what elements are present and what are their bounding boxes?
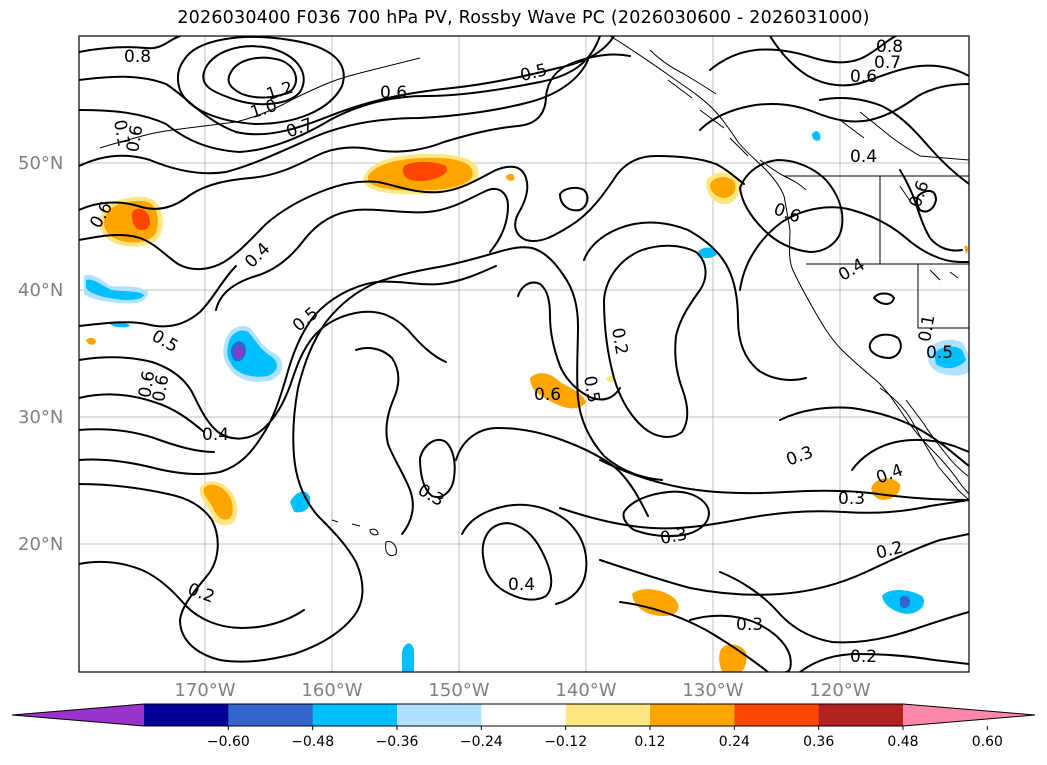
strong-positive-anomaly xyxy=(131,208,150,230)
colorbar-extend-high xyxy=(903,704,1035,726)
strong-positive-anomaly xyxy=(402,161,447,181)
positive-anomaly xyxy=(506,173,515,181)
contour-label: 0.6 xyxy=(380,83,407,103)
map-title: 2026030400 F036 700 hPa PV, Rossby Wave … xyxy=(177,8,870,28)
colorbar-tick-label: 0.24 xyxy=(719,734,750,750)
colorbar-tick-label: −0.60 xyxy=(207,734,250,750)
negative-anomaly xyxy=(698,247,718,259)
contour-label: 0.4 xyxy=(202,425,229,445)
negative-anomaly xyxy=(86,279,144,300)
colorbar-segment xyxy=(397,704,482,726)
latitude-label: 40°N xyxy=(18,280,63,301)
colorbar-tick-label: 0.36 xyxy=(803,734,834,750)
positive-anomaly xyxy=(964,245,969,254)
longitude-label: 160°W xyxy=(301,680,362,701)
colorbar-tick-label: 0.12 xyxy=(634,734,665,750)
longitude-label: 120°W xyxy=(809,680,870,701)
contour-label: 0.1 xyxy=(109,118,133,148)
contour-label: 0.4 xyxy=(850,147,877,167)
contour-label: 0.6 xyxy=(534,385,561,405)
contour-label: 0.6 xyxy=(850,67,877,87)
positive-anomaly xyxy=(710,177,736,198)
colorbar-segment xyxy=(144,704,229,726)
pv-anomaly-fills xyxy=(84,131,969,672)
contour-label: 0.3 xyxy=(838,489,865,509)
colorbar-tick-label: 0.48 xyxy=(887,734,918,750)
colorbar-segment xyxy=(565,704,651,726)
contour-label: 0.3 xyxy=(659,525,689,549)
contour-label: 0.1 xyxy=(915,313,939,343)
positive-anomaly xyxy=(86,337,96,345)
colorbar-segment xyxy=(818,704,904,726)
positive-anomaly xyxy=(719,644,747,672)
coastlines xyxy=(99,36,969,556)
contour-label: 0.3 xyxy=(736,615,763,635)
contour-label: 0.5 xyxy=(926,343,953,363)
negative-anomaly xyxy=(402,643,414,672)
colorbar: −0.60 −0.48 −0.36 −0.24 −0.12 0.12 0.24 0.36 0.4… xyxy=(11,703,1036,750)
latitude-label: 30°N xyxy=(18,407,63,428)
latitude-label: 50°N xyxy=(18,153,63,174)
latitude-label: 20°N xyxy=(18,534,63,555)
contour-label: 0.5 xyxy=(579,374,603,404)
colorbar-segment xyxy=(734,704,820,726)
colorbar-tick-label: −0.48 xyxy=(291,734,334,750)
contour-label: 0.2 xyxy=(850,647,877,667)
longitude-labels: 170°W 160°W 150°W 140°W 130°W 120°W xyxy=(174,680,870,701)
contour-label: 0.2 xyxy=(607,326,631,356)
colorbar-tick-label: −0.36 xyxy=(376,734,419,750)
positive-anomaly xyxy=(530,373,586,409)
positive-anomaly xyxy=(203,484,233,520)
contour-label: 0.4 xyxy=(508,575,535,595)
colorbar-outline xyxy=(11,703,1036,727)
pv-contours xyxy=(79,36,969,672)
positive-anomaly xyxy=(632,589,679,616)
contour-label: 0.6 xyxy=(149,373,173,403)
negative-anomaly xyxy=(812,131,821,141)
colorbar-segment xyxy=(481,704,567,726)
colorbar-segment xyxy=(228,704,314,726)
latitude-labels: 50°N 40°N 30°N 20°N xyxy=(18,153,63,555)
colorbar-segment xyxy=(312,704,398,726)
negative-anomaly xyxy=(934,346,966,369)
contour-label: 0.7 xyxy=(874,53,901,73)
contour-label: 0.8 xyxy=(876,37,903,57)
contour-label: 0.8 xyxy=(124,47,151,67)
map-border xyxy=(78,35,970,673)
longitude-label: 150°W xyxy=(428,680,489,701)
colorbar-tick-label: −0.12 xyxy=(544,734,587,750)
contour-label: 0.6 xyxy=(135,369,159,399)
strong-negative-anomaly xyxy=(900,595,910,609)
longitude-label: 130°W xyxy=(682,680,743,701)
colorbar-tick-label: 0.60 xyxy=(972,734,1003,750)
negative-anomaly xyxy=(110,322,130,328)
contour-label: 0.6 xyxy=(123,124,147,154)
longitude-label: 140°W xyxy=(555,680,616,701)
longitude-label: 170°W xyxy=(174,680,235,701)
very-strong-negative-anomaly xyxy=(236,346,243,359)
colorbar-segment xyxy=(650,704,735,726)
colorbar-tick-label: −0.24 xyxy=(460,734,503,750)
colorbar-extend-low xyxy=(12,704,144,726)
